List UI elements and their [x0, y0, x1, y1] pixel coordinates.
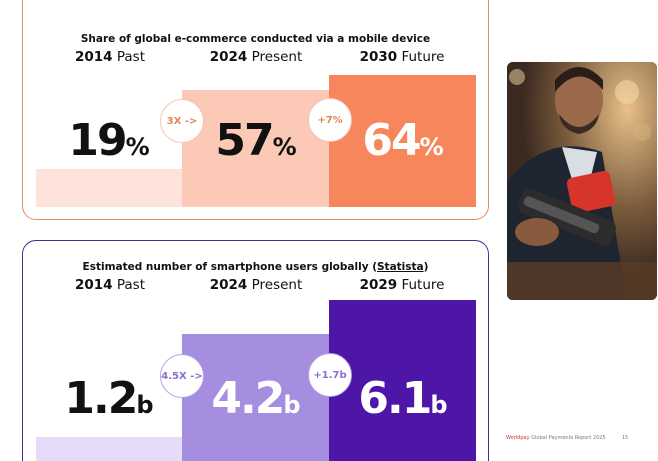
statista-link[interactable]: Statista: [377, 261, 424, 273]
year: 2024: [209, 277, 248, 293]
smartphone-users-card: Estimated number of smartphone users glo…: [22, 240, 489, 461]
bar-2014: [36, 437, 182, 461]
value-2029: 6.1b: [330, 373, 476, 424]
page-number: 15: [622, 435, 629, 441]
mobile-ecommerce-title: Share of global e-commerce conducted via…: [80, 33, 431, 45]
smartphone-users-title: Estimated number of smartphone users glo…: [23, 261, 488, 273]
photo-illustration: [507, 62, 657, 300]
period: Past: [116, 49, 145, 65]
value-number: 19: [68, 115, 127, 166]
value-number: 4.2: [211, 373, 285, 424]
footer-text: Worldpay Global Payments Report 2025: [506, 435, 606, 441]
value-2014: 1.2b: [36, 373, 182, 424]
value-2014: 19%: [36, 115, 182, 166]
title-suffix: ): [423, 261, 429, 273]
value-number: 57: [215, 115, 274, 166]
period: Present: [251, 277, 303, 293]
value-unit: %: [419, 133, 444, 161]
bar-2029: [329, 300, 476, 461]
brand-name: Worldpay: [506, 435, 530, 441]
bar-2030: [329, 75, 476, 207]
year: 2014: [74, 277, 113, 293]
period: Future: [401, 277, 445, 293]
value-unit: b: [283, 391, 301, 419]
mobile-payment-photo: [507, 62, 657, 300]
value-unit: b: [430, 391, 448, 419]
value-unit: b: [136, 391, 154, 419]
value-unit: %: [272, 133, 297, 161]
value-unit: %: [125, 133, 150, 161]
period: Past: [116, 277, 145, 293]
value-2024: 4.2b: [183, 373, 329, 424]
value-number: 64: [362, 115, 421, 166]
title-text: Estimated number of smartphone users glo…: [82, 261, 377, 273]
growth-bubble-3x: 3X ->: [160, 99, 204, 143]
period: Present: [251, 49, 303, 65]
col-label-2014: 2014 Past: [37, 49, 183, 65]
col-label-2014: 2014 Past: [37, 277, 183, 293]
growth-bubble-4-5x: 4.5X ->: [160, 354, 204, 398]
col-label-2024: 2024 Present: [183, 277, 329, 293]
value-number: 1.2: [64, 373, 138, 424]
col-label-2030: 2030 Future: [329, 49, 475, 65]
value-2024: 57%: [183, 115, 329, 166]
growth-bubble-7pct: +7%: [308, 98, 352, 142]
value-number: 6.1: [358, 373, 432, 424]
growth-bubble-1-7b: +1.7b: [308, 353, 352, 397]
bar-2014: [36, 169, 182, 207]
mobile-ecommerce-card: Share of global e-commerce conducted via…: [22, 0, 489, 220]
value-2030: 64%: [330, 115, 476, 166]
bar-2024: [182, 90, 329, 207]
period: Future: [401, 49, 445, 65]
col-label-2024: 2024 Present: [183, 49, 329, 65]
report-name: Global Payments Report 2025: [529, 435, 606, 441]
year: 2014: [74, 49, 113, 65]
year: 2030: [359, 49, 398, 65]
year: 2029: [359, 277, 398, 293]
col-label-2029: 2029 Future: [329, 277, 475, 293]
year: 2024: [209, 49, 248, 65]
bar-2024: [182, 334, 329, 461]
